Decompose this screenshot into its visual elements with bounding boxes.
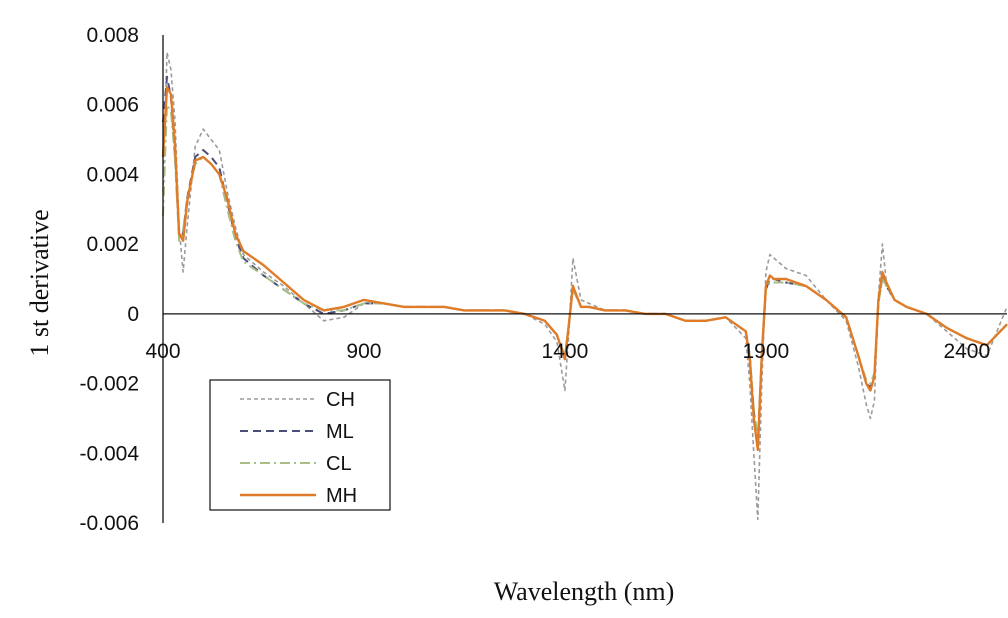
y-tick-label: 0.002 xyxy=(86,233,139,256)
x-axis-title: Wavelength (nm) xyxy=(494,577,675,606)
legend: CH ML CL MH xyxy=(209,379,391,511)
x-axis-tick-labels: 400 900 1400 1900 2400 xyxy=(145,340,990,363)
series-layer xyxy=(161,51,1008,521)
x-tick-label: 1400 xyxy=(542,340,589,363)
legend-label-mh: MH xyxy=(326,485,357,507)
y-tick-label: -0.004 xyxy=(79,442,139,465)
series-line-mh xyxy=(161,86,1008,451)
x-tick-label: 2400 xyxy=(943,340,990,363)
x-tick-label: 400 xyxy=(145,340,180,363)
y-axis-tick-labels: 0.008 0.006 0.004 0.002 0 -0.002 -0.004 -0.006 xyxy=(79,24,139,535)
series-line-ch xyxy=(162,51,1008,521)
y-tick-label: -0.002 xyxy=(79,373,139,396)
legend-items: CH ML CL MH xyxy=(240,389,357,507)
y-tick-label: 0.006 xyxy=(86,94,139,117)
y-axis-title: 1 st derivative xyxy=(25,209,54,356)
legend-label-ml: ML xyxy=(326,421,354,443)
legend-label-cl: CL xyxy=(326,453,352,475)
legend-label-ch: CH xyxy=(326,389,355,411)
x-tick-label: 900 xyxy=(346,340,381,363)
y-tick-label: 0 xyxy=(127,303,139,326)
y-tick-label: -0.006 xyxy=(79,512,139,535)
y-tick-label: 0.008 xyxy=(86,24,139,47)
y-tick-label: 0.004 xyxy=(86,163,139,186)
x-tick-label: 1900 xyxy=(742,340,789,363)
legend-box xyxy=(209,379,391,511)
